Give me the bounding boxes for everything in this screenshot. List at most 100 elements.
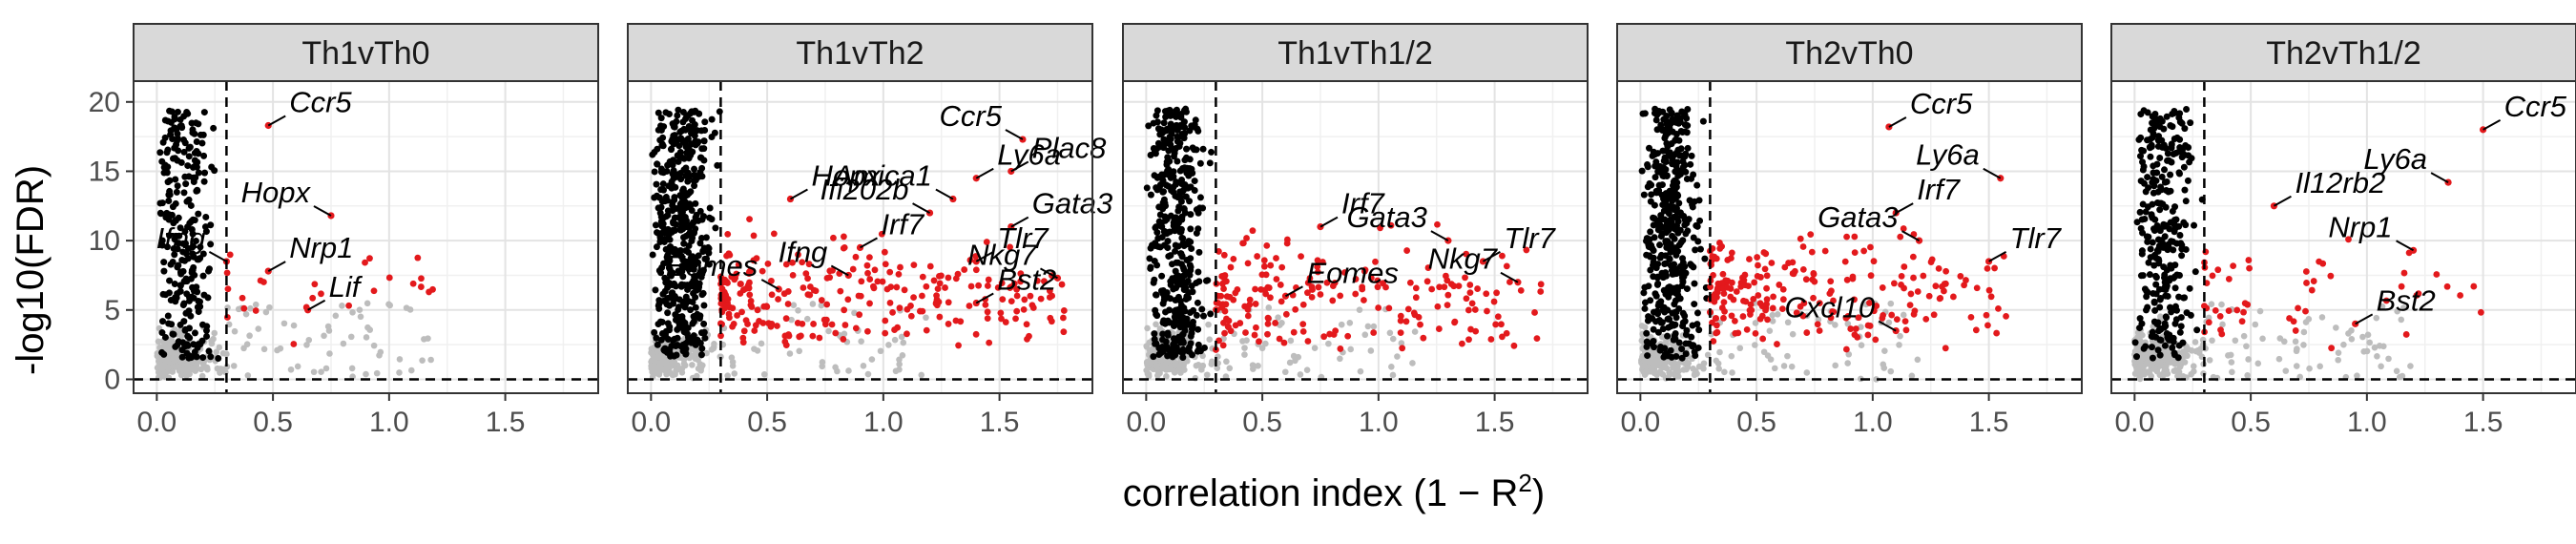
data-point [2300, 342, 2307, 348]
data-point [1789, 259, 1797, 266]
x-tick-label: 1.0 [1359, 407, 1399, 438]
data-point [1789, 330, 1797, 338]
data-point [345, 302, 353, 309]
data-point [1420, 334, 1427, 342]
data-point [882, 261, 889, 268]
data-point [1685, 340, 1693, 347]
data-point [1983, 311, 1990, 319]
data-point [2205, 319, 2212, 326]
data-point [2147, 245, 2154, 253]
data-point [1739, 274, 1746, 282]
data-point [1714, 280, 1722, 287]
data-point [2133, 353, 2141, 361]
data-point [698, 164, 706, 172]
data-point [659, 355, 666, 362]
data-point [1319, 259, 1326, 265]
data-point [1506, 279, 1513, 285]
data-point [2184, 177, 2192, 184]
data-point [1533, 335, 1541, 343]
data-point [200, 109, 208, 116]
data-point [982, 301, 989, 308]
data-point [653, 180, 660, 188]
data-point [2161, 233, 2169, 241]
data-point [651, 168, 658, 176]
data-point [2163, 266, 2171, 274]
data-point [1693, 309, 1701, 317]
data-point [2175, 170, 2183, 178]
data-point [2256, 307, 2264, 315]
data-point [1412, 294, 1420, 302]
data-point [1713, 315, 1720, 322]
gene-label-leader [860, 237, 878, 249]
data-point [701, 334, 709, 342]
data-point [2333, 324, 2339, 331]
data-point [2182, 245, 2190, 253]
panel-border [1122, 80, 1589, 394]
data-point [156, 149, 164, 157]
data-point [1657, 216, 1665, 223]
data-point [1729, 369, 1735, 376]
data-point [2144, 288, 2151, 296]
gene-label-leader [1500, 271, 1519, 283]
data-point [2205, 314, 2212, 322]
data-point [199, 354, 207, 362]
data-point [1189, 288, 1196, 296]
data-point [2138, 216, 2146, 223]
data-point [1404, 305, 1412, 313]
data-point [1517, 286, 1525, 294]
data-point [1174, 137, 1181, 145]
data-point [2164, 370, 2171, 377]
data-point [1774, 311, 1781, 318]
data-point [189, 353, 197, 361]
data-point [1159, 199, 1167, 206]
data-point [685, 258, 693, 265]
data-point [1196, 194, 1204, 201]
data-point [806, 291, 814, 299]
data-point [1781, 263, 1789, 271]
data-point [1171, 217, 1178, 224]
data-point [697, 127, 705, 135]
data-point [1660, 115, 1668, 123]
data-point [240, 304, 248, 312]
data-point [804, 275, 811, 282]
points [2131, 106, 2484, 383]
data-point [2407, 363, 2414, 369]
data-point [670, 167, 677, 175]
data-point [942, 284, 948, 291]
data-point [658, 361, 665, 367]
data-point [1746, 256, 1753, 262]
data-point [1195, 325, 1202, 333]
data-point [1156, 243, 1164, 251]
data-point [668, 342, 675, 349]
data-point [189, 243, 197, 251]
data-point [1935, 264, 1942, 272]
data-point [1907, 290, 1915, 298]
data-point [680, 125, 688, 133]
data-point [1681, 312, 1689, 320]
data-point [1683, 326, 1691, 334]
data-point [2154, 319, 2162, 326]
data-point [1881, 347, 1888, 354]
data-point [1159, 330, 1167, 338]
data-point [1199, 312, 1207, 320]
data-point [896, 304, 904, 312]
data-point [1463, 295, 1470, 303]
data-point [1167, 252, 1174, 260]
data-point [1021, 296, 1028, 303]
gene-label: Nkg7 [1428, 242, 1499, 276]
data-point [2163, 363, 2170, 369]
data-point [852, 253, 860, 261]
data-point [700, 145, 708, 153]
data-point [682, 217, 690, 224]
data-point [2177, 323, 2185, 330]
data-point [349, 309, 356, 316]
data-point [1171, 362, 1178, 368]
data-point [1143, 184, 1151, 192]
data-point [737, 281, 744, 287]
data-point [198, 372, 206, 380]
data-point [725, 250, 733, 258]
data-point [1680, 366, 1688, 373]
data-point [701, 118, 709, 126]
data-point [1985, 286, 1993, 294]
data-point [2154, 346, 2162, 354]
